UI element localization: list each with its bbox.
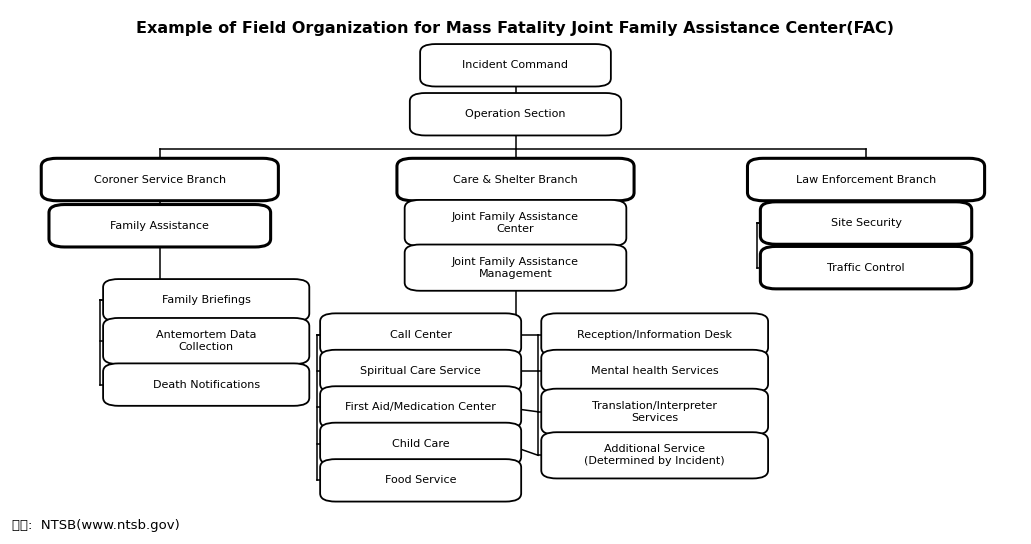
Text: Law Enforcement Branch: Law Enforcement Branch <box>796 175 936 184</box>
FancyBboxPatch shape <box>320 459 521 502</box>
FancyBboxPatch shape <box>397 158 634 201</box>
Text: Mental health Services: Mental health Services <box>591 366 719 376</box>
Text: Traffic Control: Traffic Control <box>827 263 905 273</box>
FancyBboxPatch shape <box>541 388 768 435</box>
Text: Incident Command: Incident Command <box>463 60 568 70</box>
Text: Death Notifications: Death Notifications <box>153 380 260 390</box>
Text: Family Briefings: Family Briefings <box>162 295 251 305</box>
Text: Additional Service
(Determined by Incident): Additional Service (Determined by Incide… <box>585 444 725 466</box>
FancyBboxPatch shape <box>760 246 971 289</box>
FancyBboxPatch shape <box>103 363 309 406</box>
Text: First Aid/Medication Center: First Aid/Medication Center <box>345 403 496 412</box>
Text: Joint Family Assistance
Management: Joint Family Assistance Management <box>452 257 579 279</box>
Text: Site Security: Site Security <box>831 218 901 228</box>
Text: Care & Shelter Branch: Care & Shelter Branch <box>454 175 577 184</box>
Text: Example of Field Organization for Mass Fatality Joint Family Assistance Center(F: Example of Field Organization for Mass F… <box>136 21 895 36</box>
Text: Child Care: Child Care <box>392 439 450 449</box>
FancyBboxPatch shape <box>747 158 985 201</box>
Text: Call Center: Call Center <box>390 330 452 339</box>
FancyBboxPatch shape <box>404 200 627 246</box>
FancyBboxPatch shape <box>49 205 270 247</box>
FancyBboxPatch shape <box>103 279 309 322</box>
Text: Antemortem Data
Collection: Antemortem Data Collection <box>156 330 257 352</box>
Text: Joint Family Assistance
Center: Joint Family Assistance Center <box>452 212 579 234</box>
FancyBboxPatch shape <box>320 386 521 429</box>
FancyBboxPatch shape <box>541 432 768 479</box>
Text: Translation/Interpreter
Services: Translation/Interpreter Services <box>592 401 718 423</box>
FancyBboxPatch shape <box>760 202 971 244</box>
Text: Spiritual Care Service: Spiritual Care Service <box>360 366 481 376</box>
Text: 자료:  NTSB(www.ntsb.gov): 자료: NTSB(www.ntsb.gov) <box>12 519 180 532</box>
FancyBboxPatch shape <box>41 158 278 201</box>
Text: Food Service: Food Service <box>385 475 457 485</box>
FancyBboxPatch shape <box>320 350 521 392</box>
Text: Coroner Service Branch: Coroner Service Branch <box>94 175 226 184</box>
Text: Reception/Information Desk: Reception/Information Desk <box>577 330 732 339</box>
Text: Family Assistance: Family Assistance <box>110 221 209 231</box>
FancyBboxPatch shape <box>320 423 521 465</box>
FancyBboxPatch shape <box>320 313 521 356</box>
FancyBboxPatch shape <box>404 245 627 291</box>
FancyBboxPatch shape <box>541 313 768 356</box>
FancyBboxPatch shape <box>103 318 309 364</box>
FancyBboxPatch shape <box>410 93 621 135</box>
Text: Operation Section: Operation Section <box>465 109 566 119</box>
FancyBboxPatch shape <box>541 350 768 392</box>
FancyBboxPatch shape <box>421 44 610 86</box>
